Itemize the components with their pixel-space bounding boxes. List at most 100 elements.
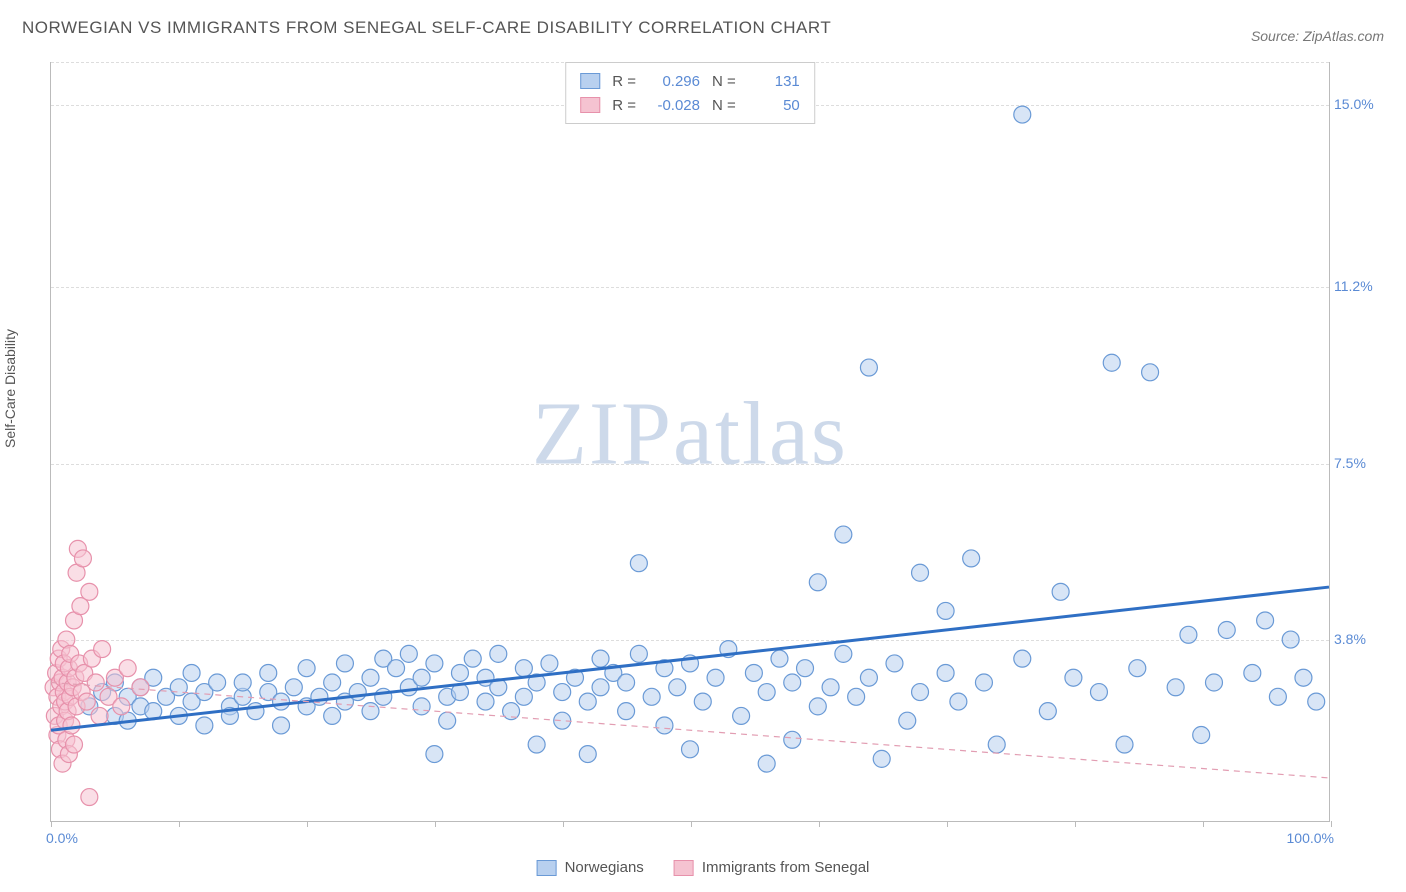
data-point <box>592 679 609 696</box>
y-tick-label: 11.2% <box>1334 278 1384 294</box>
data-point <box>860 359 877 376</box>
r-label: R = <box>612 73 636 90</box>
data-point <box>656 717 673 734</box>
data-point <box>860 669 877 686</box>
x-tick-mark <box>819 821 820 827</box>
data-point <box>975 674 992 691</box>
x-tick-label: 100.0% <box>1287 830 1334 846</box>
swatch-series1 <box>580 73 600 89</box>
data-point <box>183 664 200 681</box>
data-point <box>618 674 635 691</box>
data-point <box>490 645 507 662</box>
data-point <box>426 746 443 763</box>
data-point <box>848 688 865 705</box>
data-point <box>477 693 494 710</box>
data-point <box>119 660 136 677</box>
data-point <box>234 674 251 691</box>
y-tick-label: 7.5% <box>1334 455 1384 471</box>
data-point <box>87 674 104 691</box>
data-point <box>362 703 379 720</box>
data-point <box>426 655 443 672</box>
n-value-1: 131 <box>748 73 800 90</box>
data-point <box>899 712 916 729</box>
data-point <box>362 669 379 686</box>
data-point <box>81 583 98 600</box>
data-point <box>554 684 571 701</box>
r-label: R = <box>612 97 636 114</box>
x-tick-mark <box>691 821 692 827</box>
data-point <box>771 650 788 667</box>
data-point <box>132 679 149 696</box>
plot-area: ZIPatlas R = 0.296 N = 131 R = -0.028 N … <box>50 62 1330 822</box>
data-point <box>784 674 801 691</box>
legend-item-1: Norwegians <box>537 859 644 876</box>
data-point <box>669 679 686 696</box>
data-point <box>63 717 80 734</box>
data-point <box>541 655 558 672</box>
data-point <box>963 550 980 567</box>
x-tick-mark <box>179 821 180 827</box>
x-tick-mark <box>1331 821 1332 827</box>
data-point <box>835 526 852 543</box>
data-point <box>260 664 277 681</box>
chart-title: NORWEGIAN VS IMMIGRANTS FROM SENEGAL SEL… <box>22 18 831 38</box>
y-tick-label: 3.8% <box>1334 631 1384 647</box>
n-label: N = <box>712 73 736 90</box>
data-point <box>809 574 826 591</box>
x-tick-mark <box>563 821 564 827</box>
legend-bottom: Norwegians Immigrants from Senegal <box>537 859 870 876</box>
y-tick-label: 15.0% <box>1334 96 1384 112</box>
chart-svg <box>51 62 1329 821</box>
data-point <box>912 564 929 581</box>
data-point <box>1014 650 1031 667</box>
data-point <box>113 698 130 715</box>
x-tick-label: 0.0% <box>46 830 78 846</box>
data-point <box>886 655 903 672</box>
n-value-2: 50 <box>748 97 800 114</box>
data-point <box>209 674 226 691</box>
swatch-series1-b <box>537 860 557 876</box>
data-point <box>451 664 468 681</box>
data-point <box>1308 693 1325 710</box>
source-label: Source: ZipAtlas.com <box>1251 28 1384 44</box>
data-point <box>694 693 711 710</box>
data-point <box>937 602 954 619</box>
data-point <box>822 679 839 696</box>
data-point <box>630 645 647 662</box>
x-tick-mark <box>307 821 308 827</box>
data-point <box>464 650 481 667</box>
data-point <box>273 717 290 734</box>
data-point <box>873 750 890 767</box>
data-point <box>1039 703 1056 720</box>
data-point <box>400 645 417 662</box>
data-point <box>528 736 545 753</box>
data-point <box>1090 684 1107 701</box>
data-point <box>170 679 187 696</box>
data-point <box>758 684 775 701</box>
x-tick-mark <box>947 821 948 827</box>
data-point <box>413 669 430 686</box>
data-point <box>94 641 111 658</box>
legend-stats: R = 0.296 N = 131 R = -0.028 N = 50 <box>565 62 815 124</box>
r-value-1: 0.296 <box>648 73 700 90</box>
data-point <box>1014 106 1031 123</box>
data-point <box>1142 364 1159 381</box>
data-point <box>1129 660 1146 677</box>
data-point <box>91 707 108 724</box>
legend-row-series1: R = 0.296 N = 131 <box>580 69 800 93</box>
data-point <box>988 736 1005 753</box>
data-point <box>74 550 91 567</box>
data-point <box>1295 669 1312 686</box>
data-point <box>809 698 826 715</box>
data-point <box>81 789 98 806</box>
data-point <box>950 693 967 710</box>
legend-item-2: Immigrants from Senegal <box>674 859 870 876</box>
data-point <box>515 688 532 705</box>
data-point <box>758 755 775 772</box>
x-tick-mark <box>1203 821 1204 827</box>
data-point <box>388 660 405 677</box>
data-point <box>324 674 341 691</box>
swatch-series2 <box>580 97 600 113</box>
data-point <box>298 660 315 677</box>
data-point <box>784 731 801 748</box>
